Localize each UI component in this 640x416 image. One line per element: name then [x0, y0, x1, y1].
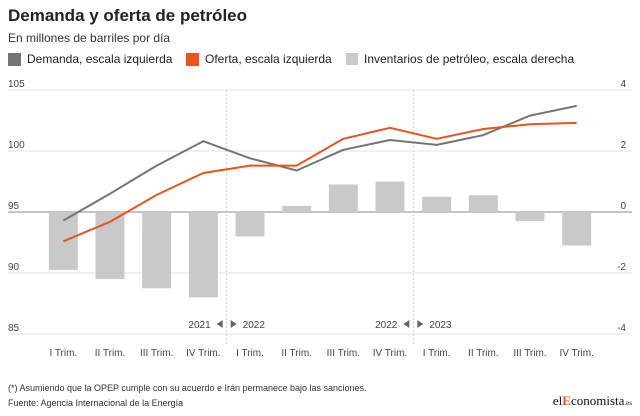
y-right-tick-label: 0 [620, 201, 626, 212]
x-tick-label: IV Trim. [559, 348, 593, 359]
year-label-right: 2022 [243, 320, 266, 331]
bar-inventarios [562, 212, 592, 246]
chart-subtitle: En millones de barriles por día [8, 31, 171, 45]
x-tick-label: I Trim. [236, 348, 264, 359]
x-tick-label: II Trim. [468, 348, 499, 359]
brand-logo: elEconomista.es [553, 393, 632, 409]
brand-prefix: el [552, 393, 563, 408]
year-arrow-left-icon [216, 320, 223, 328]
y-right-tick-label: 4 [620, 79, 626, 90]
bar-inventarios [328, 184, 358, 212]
y-left-tick-label: 95 [8, 201, 20, 212]
y-left-tick-label: 90 [8, 262, 20, 273]
year-label-left: 2022 [375, 320, 398, 331]
year-arrow-right-icon [417, 320, 424, 328]
legend-label-oferta: Oferta, escala izquierda [205, 52, 332, 66]
brand-accent: E [562, 393, 571, 408]
bar-inventarios [515, 212, 545, 222]
line-demanda [62, 104, 577, 222]
x-tick-label: III Trim. [513, 348, 546, 359]
legend-label-demanda: Demanda, escala izquierda [27, 52, 173, 66]
brand-rest: conomista [570, 393, 625, 408]
footnote: (*) Asumiendo que la OPEP cumple con su … [8, 383, 367, 393]
legend-swatch-demanda [8, 52, 21, 66]
bar-inventarios [375, 181, 405, 212]
bar-inventarios [422, 196, 452, 212]
x-tick-label: IV Trim. [186, 348, 220, 359]
y-right-tick-label: 2 [620, 140, 626, 151]
x-tick-label: III Trim. [327, 348, 360, 359]
x-tick-label: IV Trim. [373, 348, 407, 359]
y-left-tick-label: 100 [8, 140, 25, 151]
legend-item-oferta: Oferta, escala izquierda [186, 51, 332, 67]
legend-item-demanda: Demanda, escala izquierda [8, 51, 172, 67]
y-left-tick-label: 85 [8, 323, 20, 334]
y-left-tick-label: 105 [8, 79, 25, 90]
bar-inventarios [95, 212, 125, 280]
bar-inventarios [468, 195, 498, 212]
x-tick-label: II Trim. [95, 348, 126, 359]
y-right-tick-label: -4 [617, 323, 626, 334]
bar-inventarios [142, 212, 172, 289]
x-tick-label: II Trim. [281, 348, 312, 359]
bar-inventarios [188, 212, 218, 298]
legend-label-inventarios: Inventarios de petróleo, escala derecha [364, 52, 575, 66]
legend-item-inventarios: Inventarios de petróleo, escala derecha [346, 51, 574, 67]
year-arrow-left-icon [403, 320, 410, 328]
year-label-left: 2021 [188, 320, 211, 331]
legend-swatch-oferta [186, 52, 199, 66]
legend-swatch-inventarios [346, 53, 358, 65]
x-tick-label: I Trim. [423, 348, 451, 359]
bar-inventarios [235, 212, 265, 237]
chart-title: Demanda y oferta de petróleo [8, 6, 248, 25]
year-label-right: 2023 [429, 320, 452, 331]
x-tick-label: III Trim. [140, 348, 173, 359]
brand-tld: .es [624, 399, 632, 407]
year-arrow-right-icon [230, 320, 237, 328]
y-right-tick-label: -2 [617, 262, 626, 273]
bar-inventarios [282, 205, 312, 212]
source-note: Fuente: Agencia Internacional de la Ener… [8, 398, 184, 408]
line-oferta [62, 121, 577, 243]
legend: Demanda, escala izquierda Oferta, escala… [8, 51, 632, 71]
x-tick-label: I Trim. [49, 348, 77, 359]
